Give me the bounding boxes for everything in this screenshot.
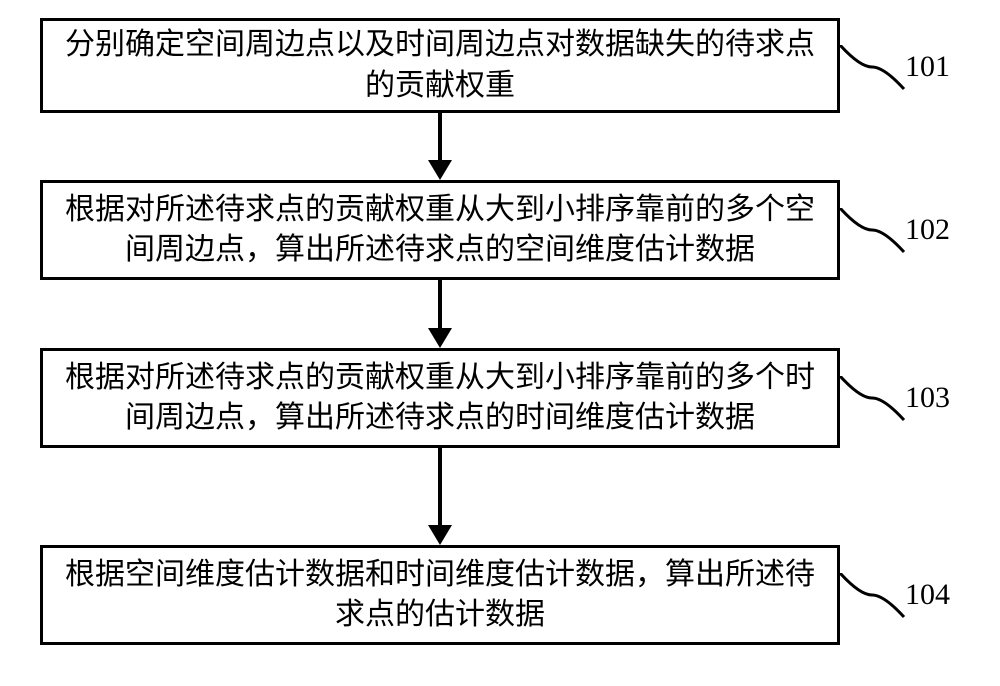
flow-step-text: 分别确定空间周边点以及时间周边点对数据缺失的待求点的贡献权重 xyxy=(63,25,817,106)
flow-arrow-head xyxy=(428,328,452,348)
flow-step-1: 分别确定空间周边点以及时间周边点对数据缺失的待求点的贡献权重 xyxy=(40,18,840,113)
step-label-101: 101 xyxy=(905,50,950,84)
flow-step-2: 根据对所述待求点的贡献权重从大到小排序靠前的多个空间周边点，算出所述待求点的空间… xyxy=(40,180,840,280)
flow-step-text: 根据空间维度估计数据和时间维度估计数据，算出所述待求点的估计数据 xyxy=(63,555,817,636)
step-label-104: 104 xyxy=(905,578,950,612)
label-connector xyxy=(840,45,910,95)
label-connector xyxy=(840,573,910,623)
flow-arrow-head xyxy=(428,160,452,180)
step-label-103: 103 xyxy=(905,381,950,415)
label-connector xyxy=(840,208,910,258)
flow-step-3: 根据对所述待求点的贡献权重从大到小排序靠前的多个时间周边点，算出所述待求点的时间… xyxy=(40,348,840,448)
step-label-102: 102 xyxy=(905,213,950,247)
flowchart-canvas: 分别确定空间周边点以及时间周边点对数据缺失的待求点的贡献权重根据对所述待求点的贡… xyxy=(0,0,1000,686)
flow-arrow-line xyxy=(438,280,442,328)
flow-arrow-line xyxy=(438,448,442,525)
flow-step-text: 根据对所述待求点的贡献权重从大到小排序靠前的多个空间周边点，算出所述待求点的空间… xyxy=(63,190,817,271)
flow-arrow-line xyxy=(438,113,442,160)
flow-step-text: 根据对所述待求点的贡献权重从大到小排序靠前的多个时间周边点，算出所述待求点的时间… xyxy=(63,358,817,439)
flow-arrow-head xyxy=(428,525,452,545)
flow-step-4: 根据空间维度估计数据和时间维度估计数据，算出所述待求点的估计数据 xyxy=(40,545,840,645)
label-connector xyxy=(840,376,910,426)
